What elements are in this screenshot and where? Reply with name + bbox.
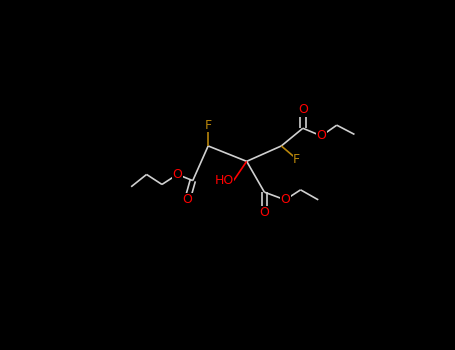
- Text: O: O: [182, 193, 192, 206]
- Text: F: F: [293, 153, 300, 166]
- Text: O: O: [280, 193, 290, 206]
- Text: F: F: [205, 119, 212, 132]
- Text: O: O: [316, 130, 326, 142]
- Text: O: O: [172, 168, 182, 181]
- Text: HO: HO: [214, 174, 233, 187]
- Text: O: O: [298, 103, 308, 116]
- Text: O: O: [259, 206, 269, 219]
